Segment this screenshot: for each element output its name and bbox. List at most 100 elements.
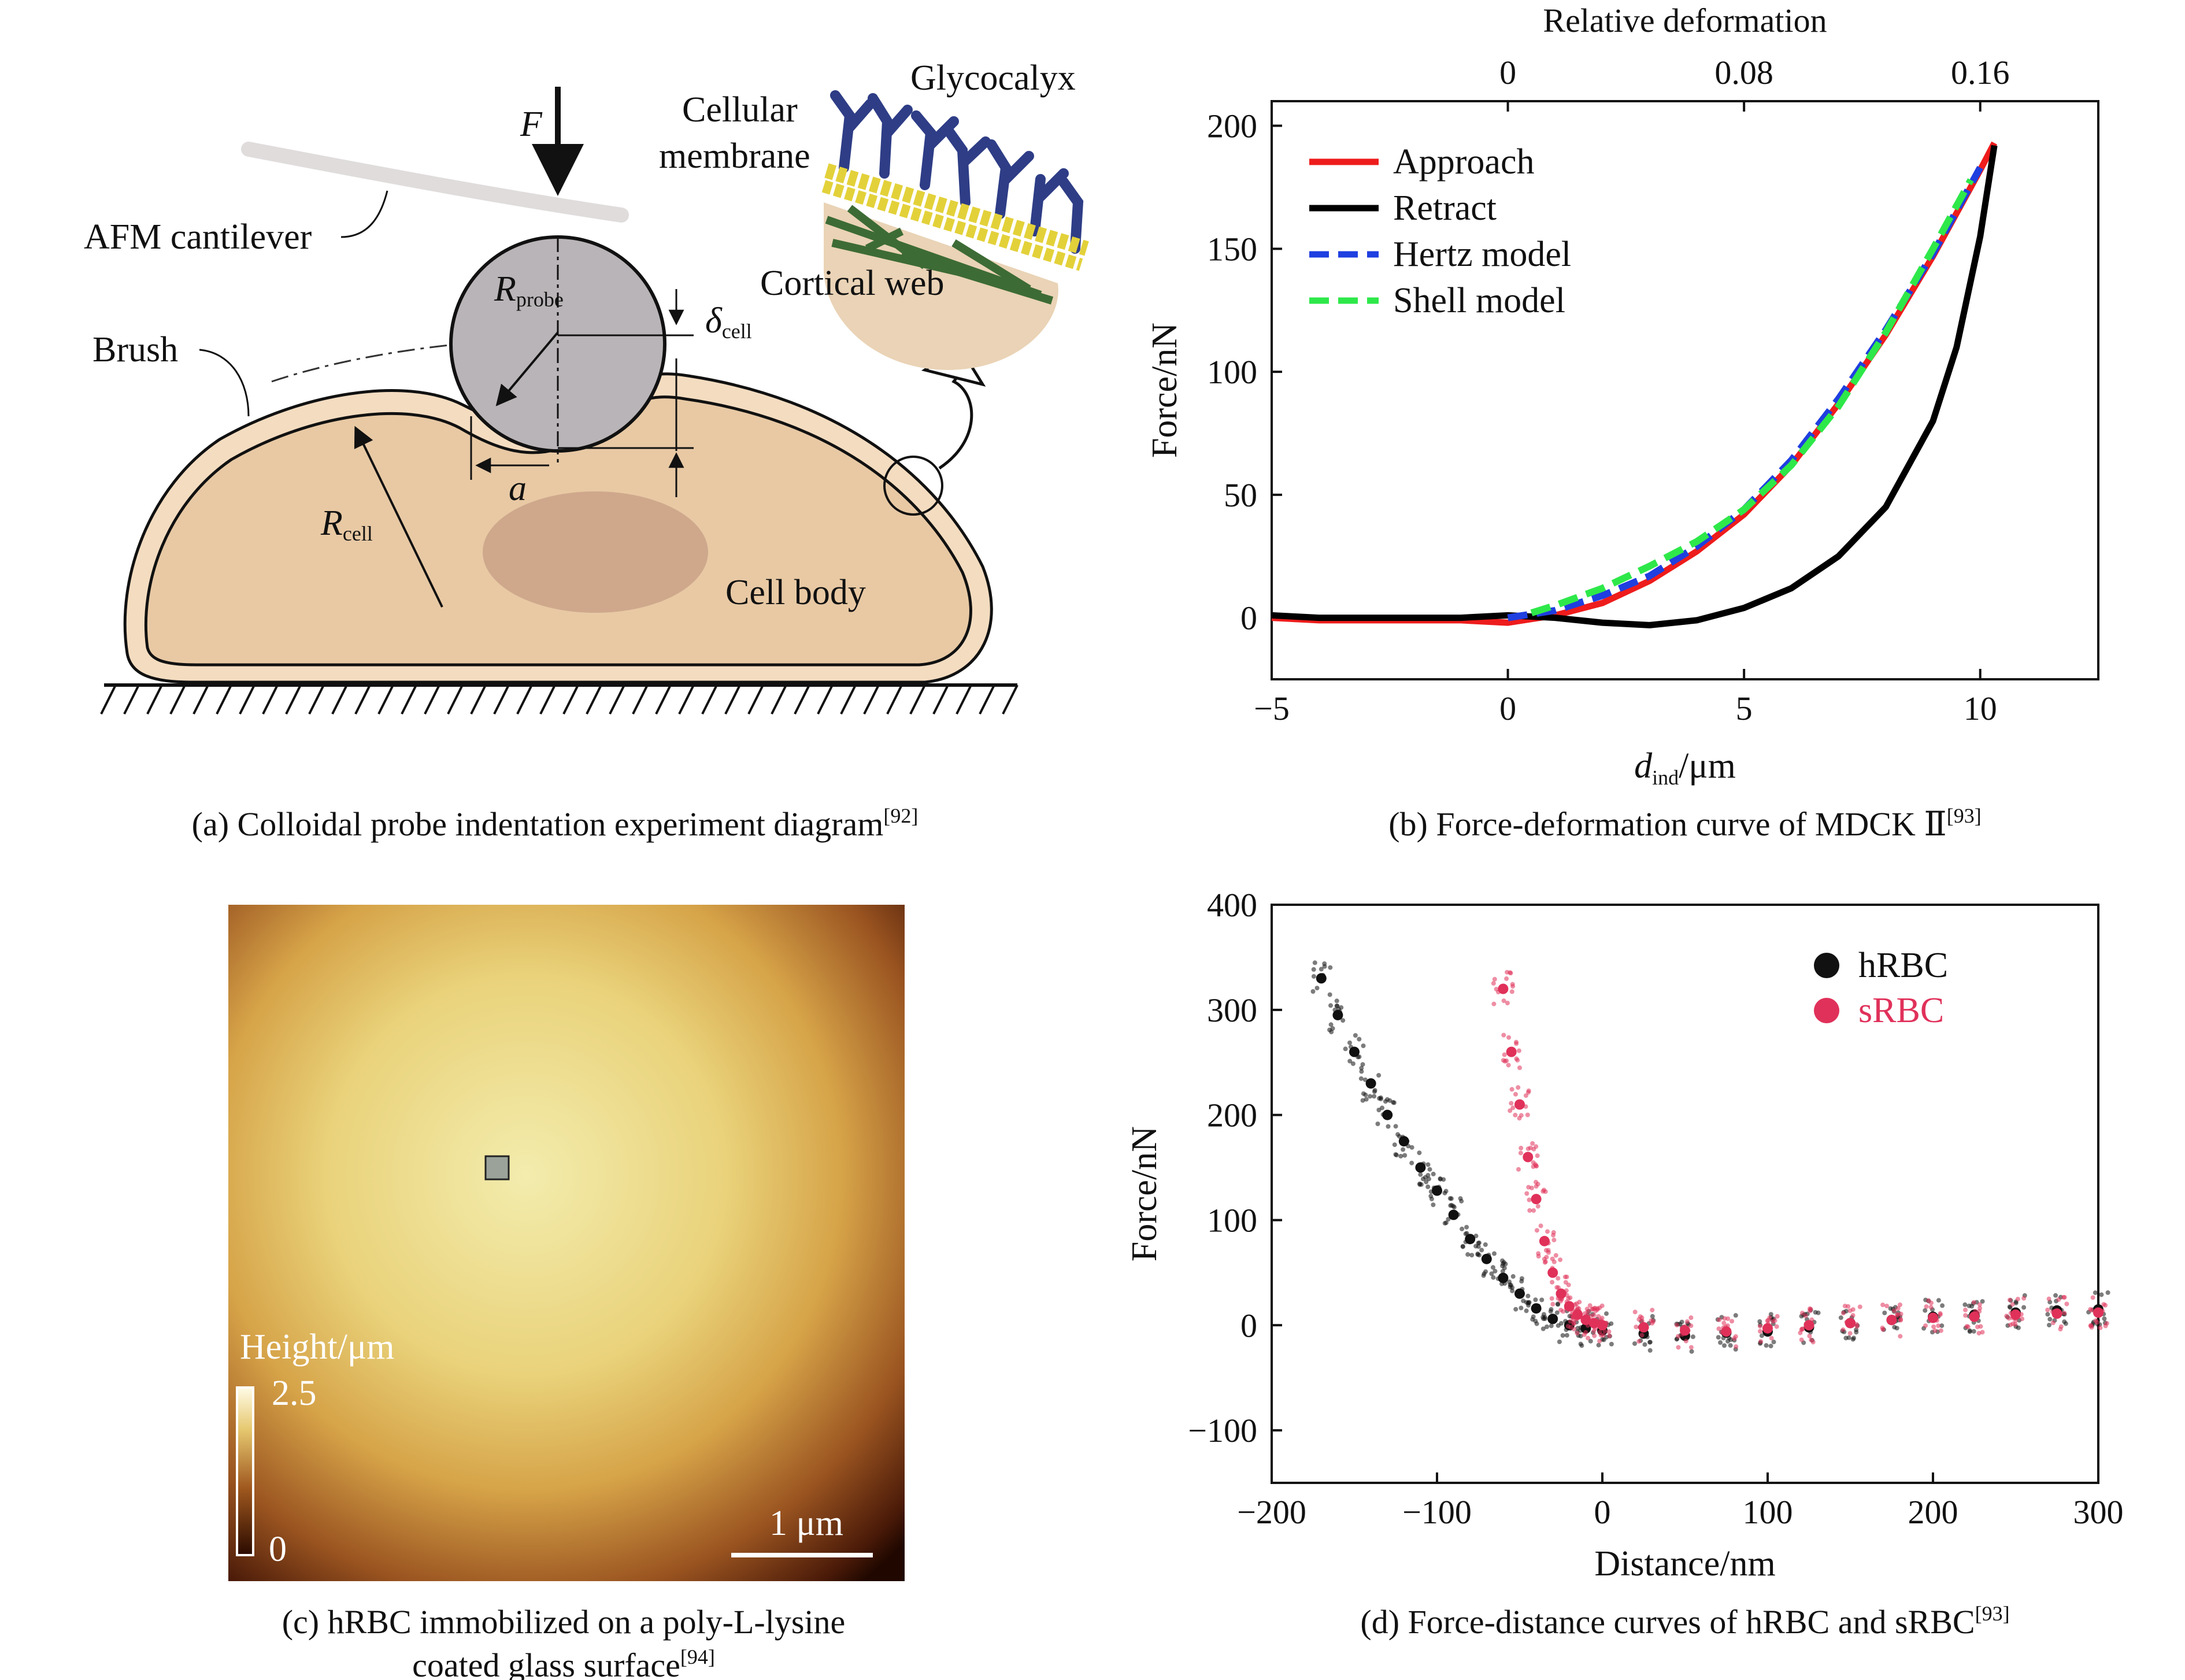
d-point-cloud [1392,1142,1397,1148]
legend-d: hRBC sRBC [1814,946,1948,1030]
d-point-cloud [1898,1311,1903,1316]
d-point-cloud [1924,1304,1929,1309]
b-xtick-label: 0 [1499,690,1516,727]
panel-c-caption-2: coated glass surface[94] [412,1645,715,1680]
d-point-cloud [1370,1080,1375,1085]
probe-radius-arrow [495,331,559,406]
d-point-cloud [1508,1108,1513,1113]
d-point-cloud [1598,1318,1603,1323]
d-ytick-label: 200 [1207,1097,1257,1134]
zoom-arrow [938,369,973,470]
plot-frame-d [1271,904,2099,1484]
d-point-cloud [1405,1139,1410,1144]
d-point-cloud [1843,1335,1849,1341]
b-series-line-3 [1530,178,1974,616]
d-point-cloud [1649,1318,1654,1323]
d-point-cloud [1496,990,1501,994]
d-point-cloud [2058,1327,2063,1332]
b-legend-label-3: Shell model [1393,281,1565,320]
d-point-cloud [1520,1287,1525,1292]
d-point-1-3 [1523,1152,1534,1163]
d-point-cloud [1465,1252,1471,1257]
d-point-cloud [1568,1325,1573,1330]
d-point-cloud [1534,1144,1539,1149]
d-point-cloud [1586,1335,1591,1341]
d-point-cloud [1549,1318,1554,1323]
d-xtick-label: 100 [1743,1493,1793,1531]
d-point-cloud [1551,1237,1557,1242]
d-point-cloud [1809,1337,1814,1342]
d-point-cloud [1774,1324,1779,1329]
d-point-cloud [1645,1334,1650,1339]
d-point-cloud [2089,1325,2094,1330]
d-point-cloud [1844,1320,1849,1324]
d-point-cloud [1545,1229,1550,1234]
d-point-cloud [1375,1122,1380,1126]
d-point-cloud [1638,1314,1643,1319]
d-point-cloud [1940,1303,1945,1308]
d-point-cloud [1541,1316,1546,1322]
d-point-cloud [1502,1265,1507,1271]
d-point-cloud [1526,1185,1531,1190]
cortical-web-label: Cortical web [760,264,945,303]
d-point-cloud [1476,1240,1482,1245]
b-ytick-label: 100 [1207,353,1257,391]
d-point-cloud [1572,1302,1577,1307]
series-d [1310,960,2110,1354]
d-point-cloud [1724,1332,1729,1337]
d-point-cloud [1926,1298,1931,1303]
nucleus [483,491,708,613]
d-point-cloud [1722,1343,1727,1348]
d-point-cloud [1808,1330,1813,1335]
d-point-cloud [1425,1162,1431,1167]
d-point-cloud [1884,1304,1890,1309]
d-point-cloud [1499,1281,1505,1286]
d-point-cloud [1449,1196,1454,1201]
d-point-cloud [1464,1224,1469,1230]
d-point-cloud [1840,1311,1846,1316]
d-point-cloud [1409,1160,1414,1165]
d-point-cloud [1446,1217,1451,1222]
d-point-cloud [1532,1198,1537,1203]
panel-c-caption-1: (c) hRBC immobilized on a poly-L-lysine [282,1603,846,1641]
b-ytick-label: 50 [1224,476,1257,514]
d-point-cloud [1372,1094,1377,1099]
d-legend-label-1: sRBC [1858,991,1944,1030]
d-point-cloud [1448,1203,1453,1208]
glycocalyx-branches [830,90,1084,254]
d-point-cloud [1895,1312,1900,1318]
d-point-cloud [1976,1331,1982,1336]
d-ytick-label: 100 [1207,1201,1257,1239]
d-point-cloud [1546,1248,1551,1253]
d-point-cloud [1349,1045,1353,1049]
d-point-cloud [2019,1312,2024,1317]
d-point-cloud [1340,1018,1346,1023]
d-point-cloud [1607,1333,1612,1338]
d-point-cloud [1962,1302,1968,1307]
d-point-cloud [1632,1341,1637,1346]
d-point-cloud [1363,1092,1368,1097]
b-toptick-label: 0 [1499,54,1516,91]
d-point-cloud [1769,1335,1774,1341]
d-point-cloud [1644,1325,1649,1330]
d-point-cloud [1549,1323,1554,1329]
d-point-cloud [1524,1191,1530,1196]
d-point-cloud [2046,1296,2051,1301]
d-series-1 [1491,969,2109,1350]
d-point-cloud [1483,1242,1488,1247]
d-point-cloud [1530,1141,1535,1146]
d-point-cloud [1429,1196,1434,1201]
d-point-cloud [1771,1339,1776,1345]
d-point-cloud [1535,1153,1540,1159]
d-point-cloud [1476,1244,1481,1249]
afm-marker-square [484,1155,510,1181]
d-point-cloud [1838,1315,1843,1320]
d-point-cloud [2104,1321,2109,1326]
d-point-cloud [1431,1202,1436,1207]
d-point-cloud [2008,1311,2013,1316]
d-point-cloud [1582,1332,1587,1337]
b-xtick-label: −5 [1254,690,1290,727]
d-point-cloud [1350,1061,1356,1066]
d-point-cloud [2020,1316,2025,1322]
membrane-inset [821,90,1089,370]
